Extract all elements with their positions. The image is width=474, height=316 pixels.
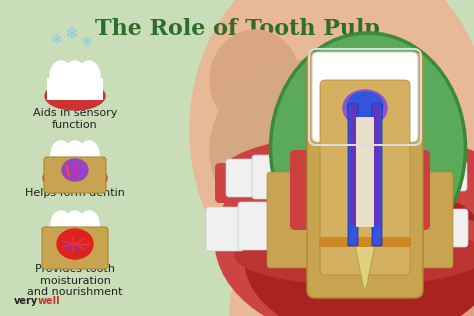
FancyBboxPatch shape	[320, 80, 410, 275]
Ellipse shape	[225, 210, 474, 260]
Polygon shape	[355, 245, 375, 290]
FancyBboxPatch shape	[44, 157, 106, 193]
Text: ❄: ❄	[64, 25, 78, 43]
FancyBboxPatch shape	[374, 105, 380, 226]
FancyBboxPatch shape	[348, 104, 358, 246]
FancyBboxPatch shape	[441, 161, 467, 191]
FancyBboxPatch shape	[215, 163, 465, 203]
Text: Aids in sensory
function: Aids in sensory function	[33, 108, 117, 130]
Ellipse shape	[43, 164, 107, 192]
FancyBboxPatch shape	[49, 156, 101, 176]
Ellipse shape	[51, 211, 71, 237]
FancyBboxPatch shape	[372, 104, 382, 246]
FancyBboxPatch shape	[290, 150, 330, 230]
Text: Provides tooth
moisturation
and nourishment: Provides tooth moisturation and nourishm…	[27, 264, 123, 297]
FancyBboxPatch shape	[47, 78, 103, 100]
FancyBboxPatch shape	[317, 152, 355, 198]
FancyBboxPatch shape	[226, 159, 258, 197]
Text: well: well	[38, 296, 61, 306]
Ellipse shape	[271, 33, 465, 263]
FancyBboxPatch shape	[238, 202, 278, 250]
FancyBboxPatch shape	[356, 117, 374, 227]
Text: ❄: ❄	[51, 33, 63, 47]
Ellipse shape	[343, 90, 387, 126]
Ellipse shape	[51, 141, 71, 167]
FancyBboxPatch shape	[42, 227, 108, 269]
Ellipse shape	[190, 0, 474, 310]
Text: very: very	[14, 296, 38, 306]
FancyBboxPatch shape	[343, 197, 381, 245]
FancyBboxPatch shape	[267, 172, 328, 268]
FancyBboxPatch shape	[206, 207, 244, 251]
Ellipse shape	[65, 211, 85, 237]
FancyBboxPatch shape	[319, 237, 411, 247]
FancyBboxPatch shape	[252, 155, 288, 199]
FancyBboxPatch shape	[390, 150, 430, 230]
Ellipse shape	[245, 180, 474, 316]
Ellipse shape	[230, 210, 474, 316]
Ellipse shape	[220, 135, 474, 215]
Ellipse shape	[50, 61, 72, 91]
Ellipse shape	[78, 61, 100, 91]
Ellipse shape	[45, 82, 105, 110]
FancyBboxPatch shape	[283, 153, 321, 199]
Ellipse shape	[347, 92, 383, 120]
Ellipse shape	[64, 61, 86, 91]
FancyBboxPatch shape	[49, 226, 101, 244]
Text: Helps form dentin: Helps form dentin	[25, 188, 125, 198]
FancyBboxPatch shape	[415, 157, 445, 193]
Ellipse shape	[57, 229, 93, 259]
Ellipse shape	[210, 60, 410, 240]
Text: ❄: ❄	[82, 35, 92, 48]
FancyBboxPatch shape	[408, 203, 442, 245]
FancyBboxPatch shape	[308, 197, 348, 247]
Ellipse shape	[235, 225, 474, 285]
FancyBboxPatch shape	[387, 172, 453, 268]
FancyBboxPatch shape	[352, 152, 388, 196]
Ellipse shape	[79, 211, 99, 237]
FancyBboxPatch shape	[385, 154, 419, 196]
Ellipse shape	[62, 159, 88, 181]
Text: The Role of Tooth Pulp: The Role of Tooth Pulp	[94, 18, 380, 40]
FancyBboxPatch shape	[377, 199, 413, 245]
Ellipse shape	[330, 230, 474, 316]
Ellipse shape	[210, 30, 300, 130]
FancyBboxPatch shape	[350, 105, 356, 226]
FancyBboxPatch shape	[436, 209, 468, 247]
FancyBboxPatch shape	[307, 52, 423, 298]
FancyBboxPatch shape	[273, 199, 313, 249]
Ellipse shape	[215, 140, 474, 316]
Ellipse shape	[65, 141, 85, 167]
Ellipse shape	[79, 141, 99, 167]
FancyBboxPatch shape	[312, 52, 418, 142]
